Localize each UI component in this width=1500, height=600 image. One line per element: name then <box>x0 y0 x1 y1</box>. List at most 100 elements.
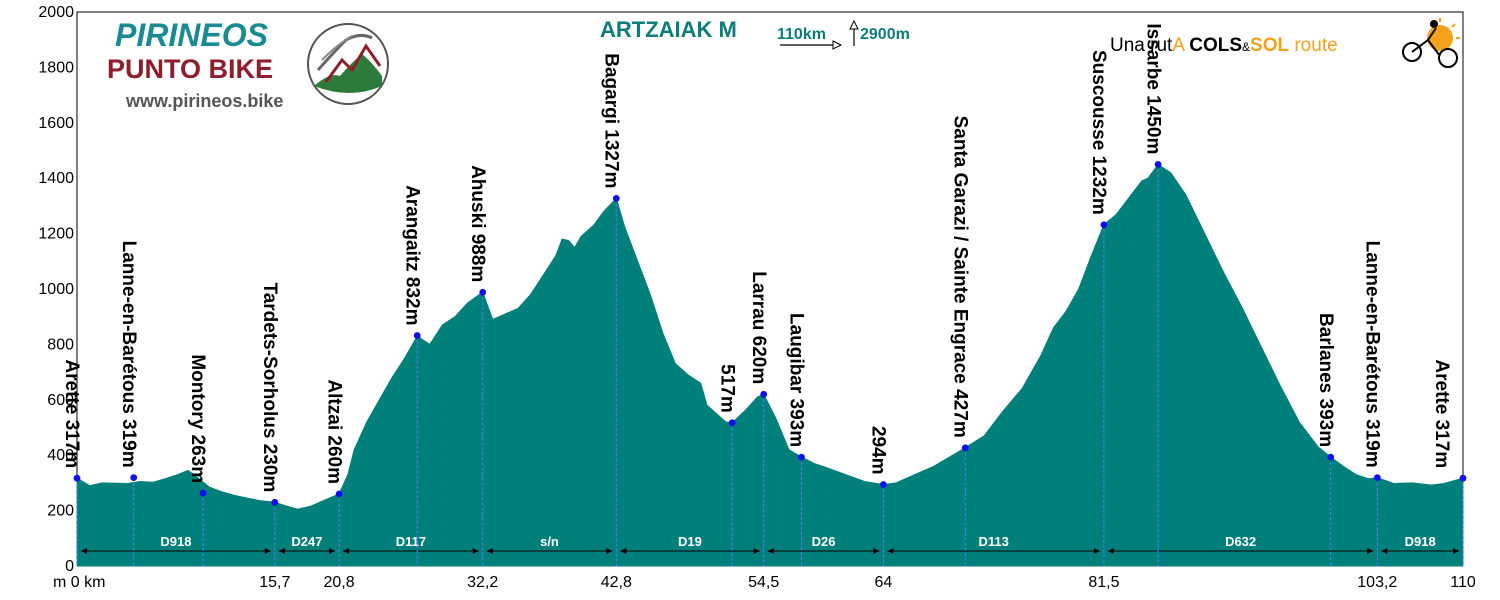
x-tick-label: m 0 km <box>53 574 105 591</box>
waypoint-label: Issarbe 1450m <box>1142 23 1163 154</box>
waypoint: Arangaitz 832m <box>401 185 422 566</box>
y-tick-label: 600 <box>47 392 74 409</box>
waypoint: Lanne-en-Barétous 319m <box>1362 241 1383 566</box>
waypoint: Santa Garazi / Sainte Engrace 427m <box>950 116 971 566</box>
road-arrow-left <box>620 548 627 554</box>
road-arrow-right <box>873 548 880 554</box>
road-arrow-right <box>264 548 271 554</box>
x-tick-label: 64 <box>875 574 893 591</box>
y-tick-label: 0 <box>65 558 74 575</box>
distance-arrow-icon <box>780 40 843 50</box>
y-tick-label: 2000 <box>38 4 74 21</box>
waypoint-marker <box>413 332 421 339</box>
y-tick-label: 800 <box>47 336 74 353</box>
waypoint: Ahuski 988m <box>467 165 488 566</box>
brand-url: www.pirineos.bike <box>125 91 283 111</box>
waypoint-label: Lanne-en-Barétous 319m <box>1362 241 1383 468</box>
waypoint-label: Laugibar 393m <box>786 313 807 447</box>
x-tick-label: 20,8 <box>324 574 355 591</box>
road-arrow-left <box>343 548 350 554</box>
waypoint-marker <box>1100 221 1108 229</box>
road-arrow-right <box>1367 548 1374 554</box>
tagline-amp: & <box>1242 40 1250 54</box>
waypoint: Bagargi 1327m <box>600 53 621 566</box>
climb-arrow-icon <box>849 19 859 46</box>
waypoint: Lanne-en-Barétous 319m <box>118 241 139 566</box>
waypoint: Arette 317m <box>1431 359 1467 566</box>
tagline-route: route <box>1294 35 1337 56</box>
x-tick-label: 32,2 <box>467 574 498 591</box>
waypoint-marker <box>880 481 887 488</box>
waypoint-label: Arette 317m <box>1431 359 1452 468</box>
road-label: D918 <box>1405 534 1436 549</box>
waypoint-label: Tardets-Sorholus 230m <box>259 283 280 493</box>
tagline: Una rutA COLS&SOL route <box>1110 18 1460 68</box>
profile-layer <box>76 163 1464 567</box>
road-label: D117 <box>396 534 426 549</box>
road-segment: D918 <box>1381 534 1459 554</box>
waypoint-label: Larrau 620m <box>748 271 769 384</box>
road-arrow-left <box>1107 548 1114 554</box>
road-label: D918 <box>160 534 191 549</box>
waypoint-marker <box>335 490 343 498</box>
road-arrow-left <box>1381 548 1388 554</box>
waypoint-marker <box>1154 160 1162 168</box>
x-tick-label: 103,2 <box>1357 574 1397 591</box>
waypoint-label: Santa Garazi / Sainte Engrace 427m <box>950 116 971 438</box>
road-arrow-right <box>1453 548 1459 554</box>
y-tick-label: 1400 <box>38 170 74 187</box>
svg-text:Una rutA COLS&SOL route: Una rutA COLS&SOL route <box>1110 35 1338 56</box>
y-tick-label: 1000 <box>38 281 74 298</box>
waypoint-label: Altzai 260m <box>323 379 344 484</box>
road-segment: D113 <box>887 534 1100 554</box>
waypoint: Larrau 620m <box>748 271 769 566</box>
waypoint: Tardets-Sorholus 230m <box>259 283 280 566</box>
waypoint: Arette 317m <box>61 359 82 566</box>
waypoint-marker <box>961 444 969 452</box>
x-tick-label: 110 <box>1450 574 1476 591</box>
waypoint: Montory 263m <box>187 354 208 566</box>
road-segment: D247 <box>278 534 336 554</box>
waypoint-marker <box>1327 453 1335 461</box>
road-label: D632 <box>1225 534 1256 549</box>
waypoint-label: Barlanes 393m <box>1315 313 1336 447</box>
x-axis: m 0 km 15,7 20,8 32,2 42,8 54,5 64 81,5 103,2 110 <box>53 574 1476 591</box>
road-label: D19 <box>678 534 702 549</box>
waypoint-marker <box>1373 474 1381 482</box>
waypoint: Barlanes 393m <box>1315 313 1336 566</box>
waypoint-label: Arette 317m <box>61 359 82 468</box>
climb-stat: 2900m <box>860 26 910 43</box>
road-segment: D117 <box>343 534 479 554</box>
y-tick-label: 200 <box>47 503 74 520</box>
x-tick-label: 54,5 <box>748 574 779 591</box>
waypoint-marker <box>760 390 768 398</box>
road-label: D26 <box>812 534 836 549</box>
waypoint-label: Arangaitz 832m <box>401 185 422 325</box>
brand-line2: PUNTO BIKE <box>107 54 273 84</box>
y-tick-label: 1800 <box>38 59 74 76</box>
mountain-emblem-icon <box>307 23 389 105</box>
road-segment: D19 <box>620 534 760 554</box>
tagline-sol: SOL <box>1250 35 1289 56</box>
y-tick-label: 1600 <box>38 115 74 132</box>
header: ARTZAIAK M 110km 2900m <box>600 17 910 50</box>
waypoint-marker <box>728 419 736 427</box>
y-tick-label: 1200 <box>38 226 74 243</box>
brand-logo: PIRINEOS PUNTO BIKE www.pirineos.bike <box>107 17 389 111</box>
tagline-part1: Una rut <box>1110 35 1173 56</box>
road-arrow-left <box>887 548 894 554</box>
distance-stat: 110km <box>777 26 826 43</box>
road-arrow-left <box>278 548 285 554</box>
waypoint-label: 517m <box>716 364 737 413</box>
waypoint-label: Suscousse 1232m <box>1088 50 1109 215</box>
waypoint: Suscousse 1232m <box>1088 50 1109 566</box>
road-label: D247 <box>291 534 322 549</box>
waypoint-label: Montory 263m <box>187 354 208 483</box>
road-segment: D26 <box>767 534 880 554</box>
waypoint: Altzai 260m <box>323 379 344 566</box>
tagline-cols: COLS <box>1189 35 1242 56</box>
cyclist-sun-icon <box>1402 18 1460 68</box>
road-segment: D632 <box>1107 534 1374 554</box>
waypoint: Issarbe 1450m <box>1142 23 1163 566</box>
